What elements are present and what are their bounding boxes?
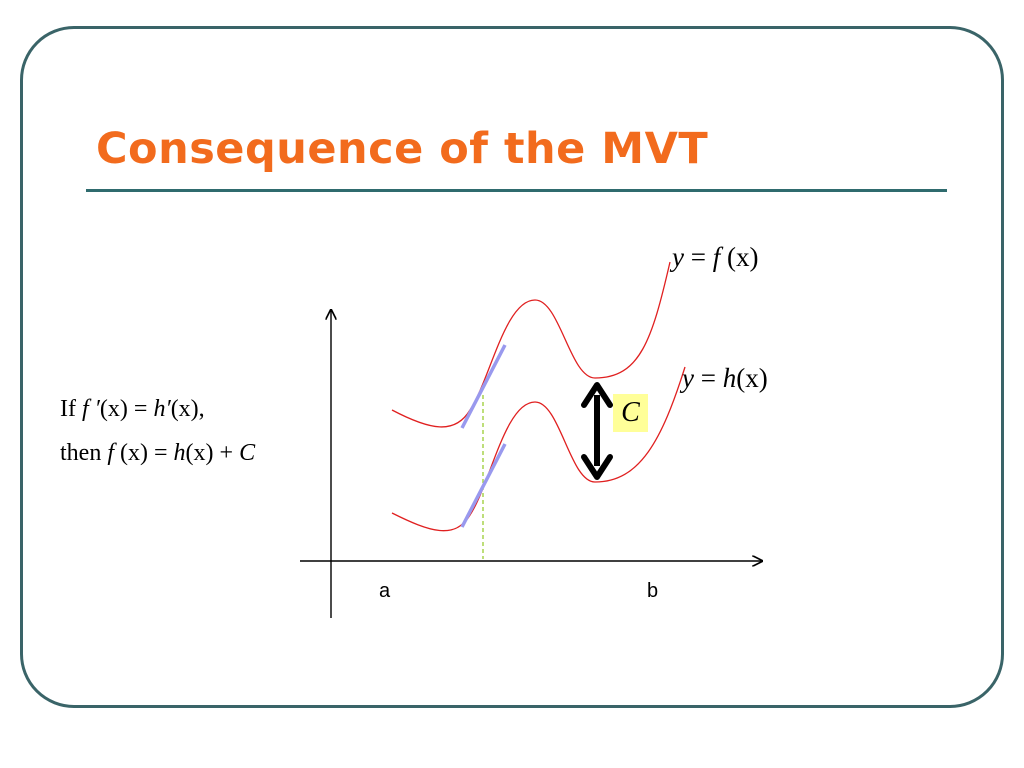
curve-f xyxy=(391,261,671,428)
curve-f-label: y = f (x) xyxy=(672,242,759,272)
x-tick-b: b xyxy=(647,580,659,602)
curve-h-label: y = h(x) xyxy=(682,363,768,393)
statement-line-1: If f ′(x) = h′(x), xyxy=(60,396,205,422)
title-divider xyxy=(86,189,947,192)
constant-c-label: C xyxy=(613,394,648,432)
statement-line-2: then f (x) = h(x) + C xyxy=(60,440,256,466)
slide-frame xyxy=(20,26,1004,708)
tangent-f xyxy=(460,344,507,429)
tangent-h xyxy=(460,443,507,528)
slide-title: Consequence of the MVT xyxy=(96,124,709,174)
x-tick-a: a xyxy=(379,580,391,602)
curve-h xyxy=(391,366,686,532)
vertical-offset-arrow xyxy=(581,382,613,480)
